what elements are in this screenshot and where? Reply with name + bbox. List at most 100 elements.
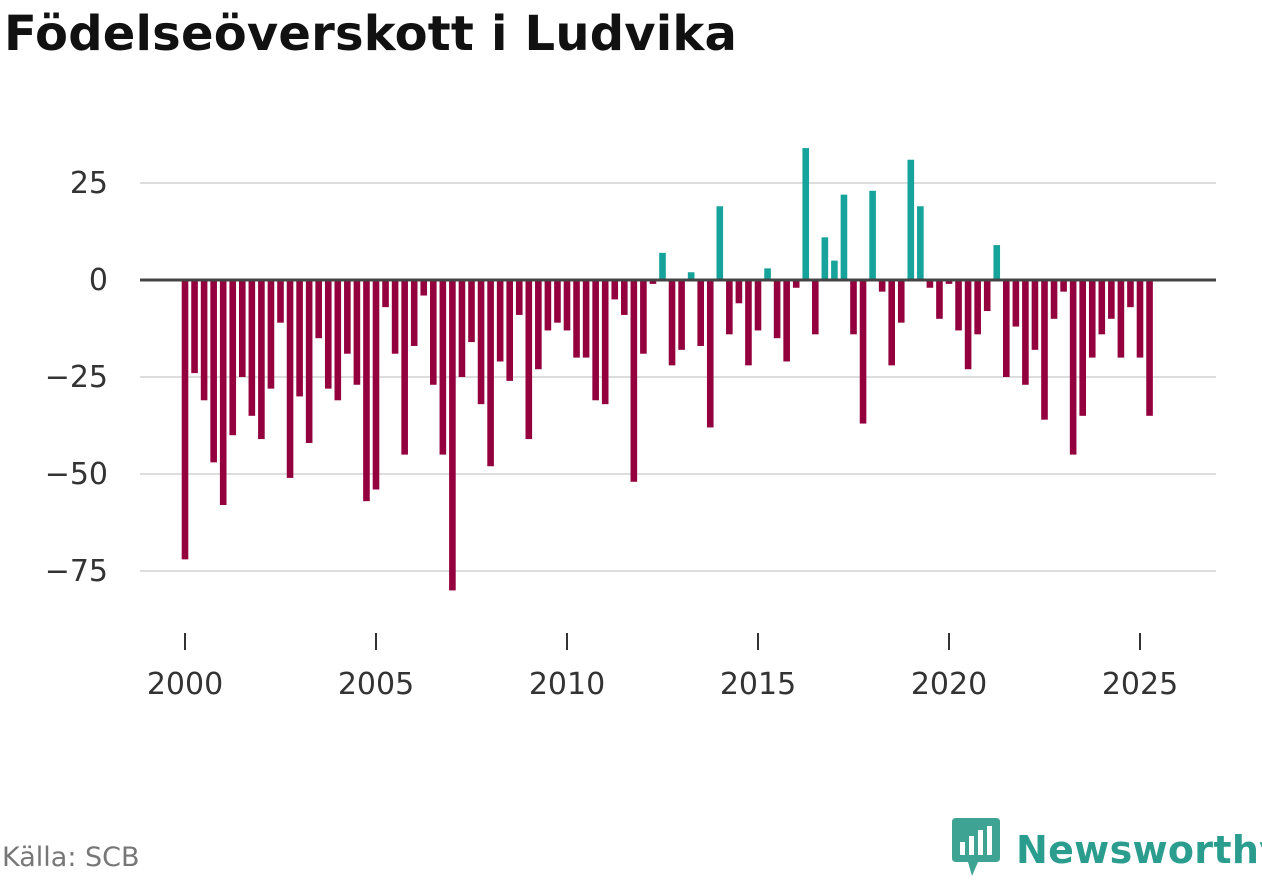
bar	[831, 260, 838, 280]
x-axis: 2000 2005 2010 2015 2020 2025	[147, 633, 1178, 702]
bar	[974, 280, 981, 335]
bar	[515, 280, 523, 315]
bar	[1003, 280, 1010, 377]
bar	[1146, 280, 1153, 416]
bar	[840, 194, 848, 280]
x-tick-label: 2010	[529, 667, 605, 702]
bar	[410, 280, 418, 346]
bar	[869, 190, 876, 280]
bar	[687, 272, 695, 280]
x-tick-label: 2020	[911, 667, 987, 702]
bar	[449, 280, 456, 591]
bar	[458, 280, 466, 377]
bar	[945, 280, 953, 284]
bar	[181, 280, 189, 560]
bar	[334, 280, 342, 401]
bar	[535, 280, 542, 370]
bar	[1127, 280, 1134, 308]
bar	[955, 280, 962, 331]
bar	[897, 280, 905, 323]
bar	[468, 280, 475, 343]
bar	[964, 280, 972, 370]
bar	[324, 280, 332, 389]
bar	[1050, 280, 1058, 319]
brand-name: Newsworthy	[1016, 828, 1262, 872]
bar	[926, 280, 934, 288]
bar-chart-speech-bubble-icon	[950, 818, 1002, 882]
grid-lines	[140, 182, 1216, 572]
y-tick-label: 25	[70, 166, 108, 201]
bar	[983, 280, 991, 312]
bar	[668, 280, 676, 366]
brand-logo[interactable]: Newsworthy	[950, 818, 1262, 882]
bar	[1069, 280, 1077, 455]
bar	[678, 280, 685, 350]
source-label: Källa: SCB	[2, 842, 140, 873]
bar	[554, 280, 561, 323]
bar	[621, 280, 628, 315]
bar	[563, 280, 571, 331]
bar	[277, 280, 284, 323]
bar	[267, 280, 275, 389]
bar	[439, 280, 447, 455]
bar	[477, 280, 485, 405]
bar	[382, 280, 389, 308]
bar	[1088, 280, 1096, 358]
bar	[258, 280, 265, 440]
bar	[726, 280, 733, 335]
bar	[1060, 280, 1067, 292]
bar	[754, 280, 762, 331]
bar	[1022, 280, 1029, 385]
x-tick-label: 2015	[720, 667, 796, 702]
bar	[802, 148, 810, 280]
bar	[993, 245, 1001, 280]
bar	[706, 280, 714, 428]
bar	[239, 280, 246, 377]
bar	[487, 280, 494, 467]
bar	[544, 280, 552, 331]
bar	[210, 280, 217, 463]
bar	[888, 280, 895, 366]
bar	[1079, 280, 1086, 416]
y-tick-label: −50	[45, 457, 108, 492]
bar	[1031, 280, 1039, 350]
chart-title: Födelseöverskott i Ludvika	[4, 6, 738, 62]
x-tick-label: 2025	[1102, 667, 1178, 702]
bar	[286, 280, 294, 478]
bar	[745, 280, 752, 366]
bar	[792, 280, 800, 288]
bar	[200, 280, 208, 401]
bar	[735, 280, 743, 304]
bar	[1098, 280, 1106, 335]
bar	[315, 280, 322, 339]
bar	[640, 280, 647, 354]
bar	[783, 280, 790, 362]
bar	[573, 280, 580, 358]
bar	[592, 280, 599, 401]
bar	[496, 280, 504, 362]
bar	[850, 280, 857, 335]
bar	[1012, 280, 1020, 327]
bar	[430, 280, 437, 385]
bar	[1136, 280, 1144, 358]
bar	[363, 280, 370, 502]
y-tick-label: −75	[45, 554, 108, 589]
y-tick-label: 0	[89, 263, 108, 298]
bar	[401, 280, 408, 455]
bar	[812, 280, 819, 335]
bar	[1108, 280, 1115, 319]
bar	[649, 280, 657, 284]
bar	[344, 280, 351, 354]
bar	[1117, 280, 1125, 358]
bar	[420, 280, 428, 296]
bar	[611, 280, 619, 300]
bar	[305, 280, 313, 443]
bar	[878, 280, 886, 292]
bar	[859, 280, 867, 424]
x-tick-label: 2000	[147, 667, 223, 702]
bar	[372, 280, 380, 490]
bars	[181, 148, 1153, 591]
bar	[936, 280, 943, 319]
bar	[506, 280, 513, 381]
